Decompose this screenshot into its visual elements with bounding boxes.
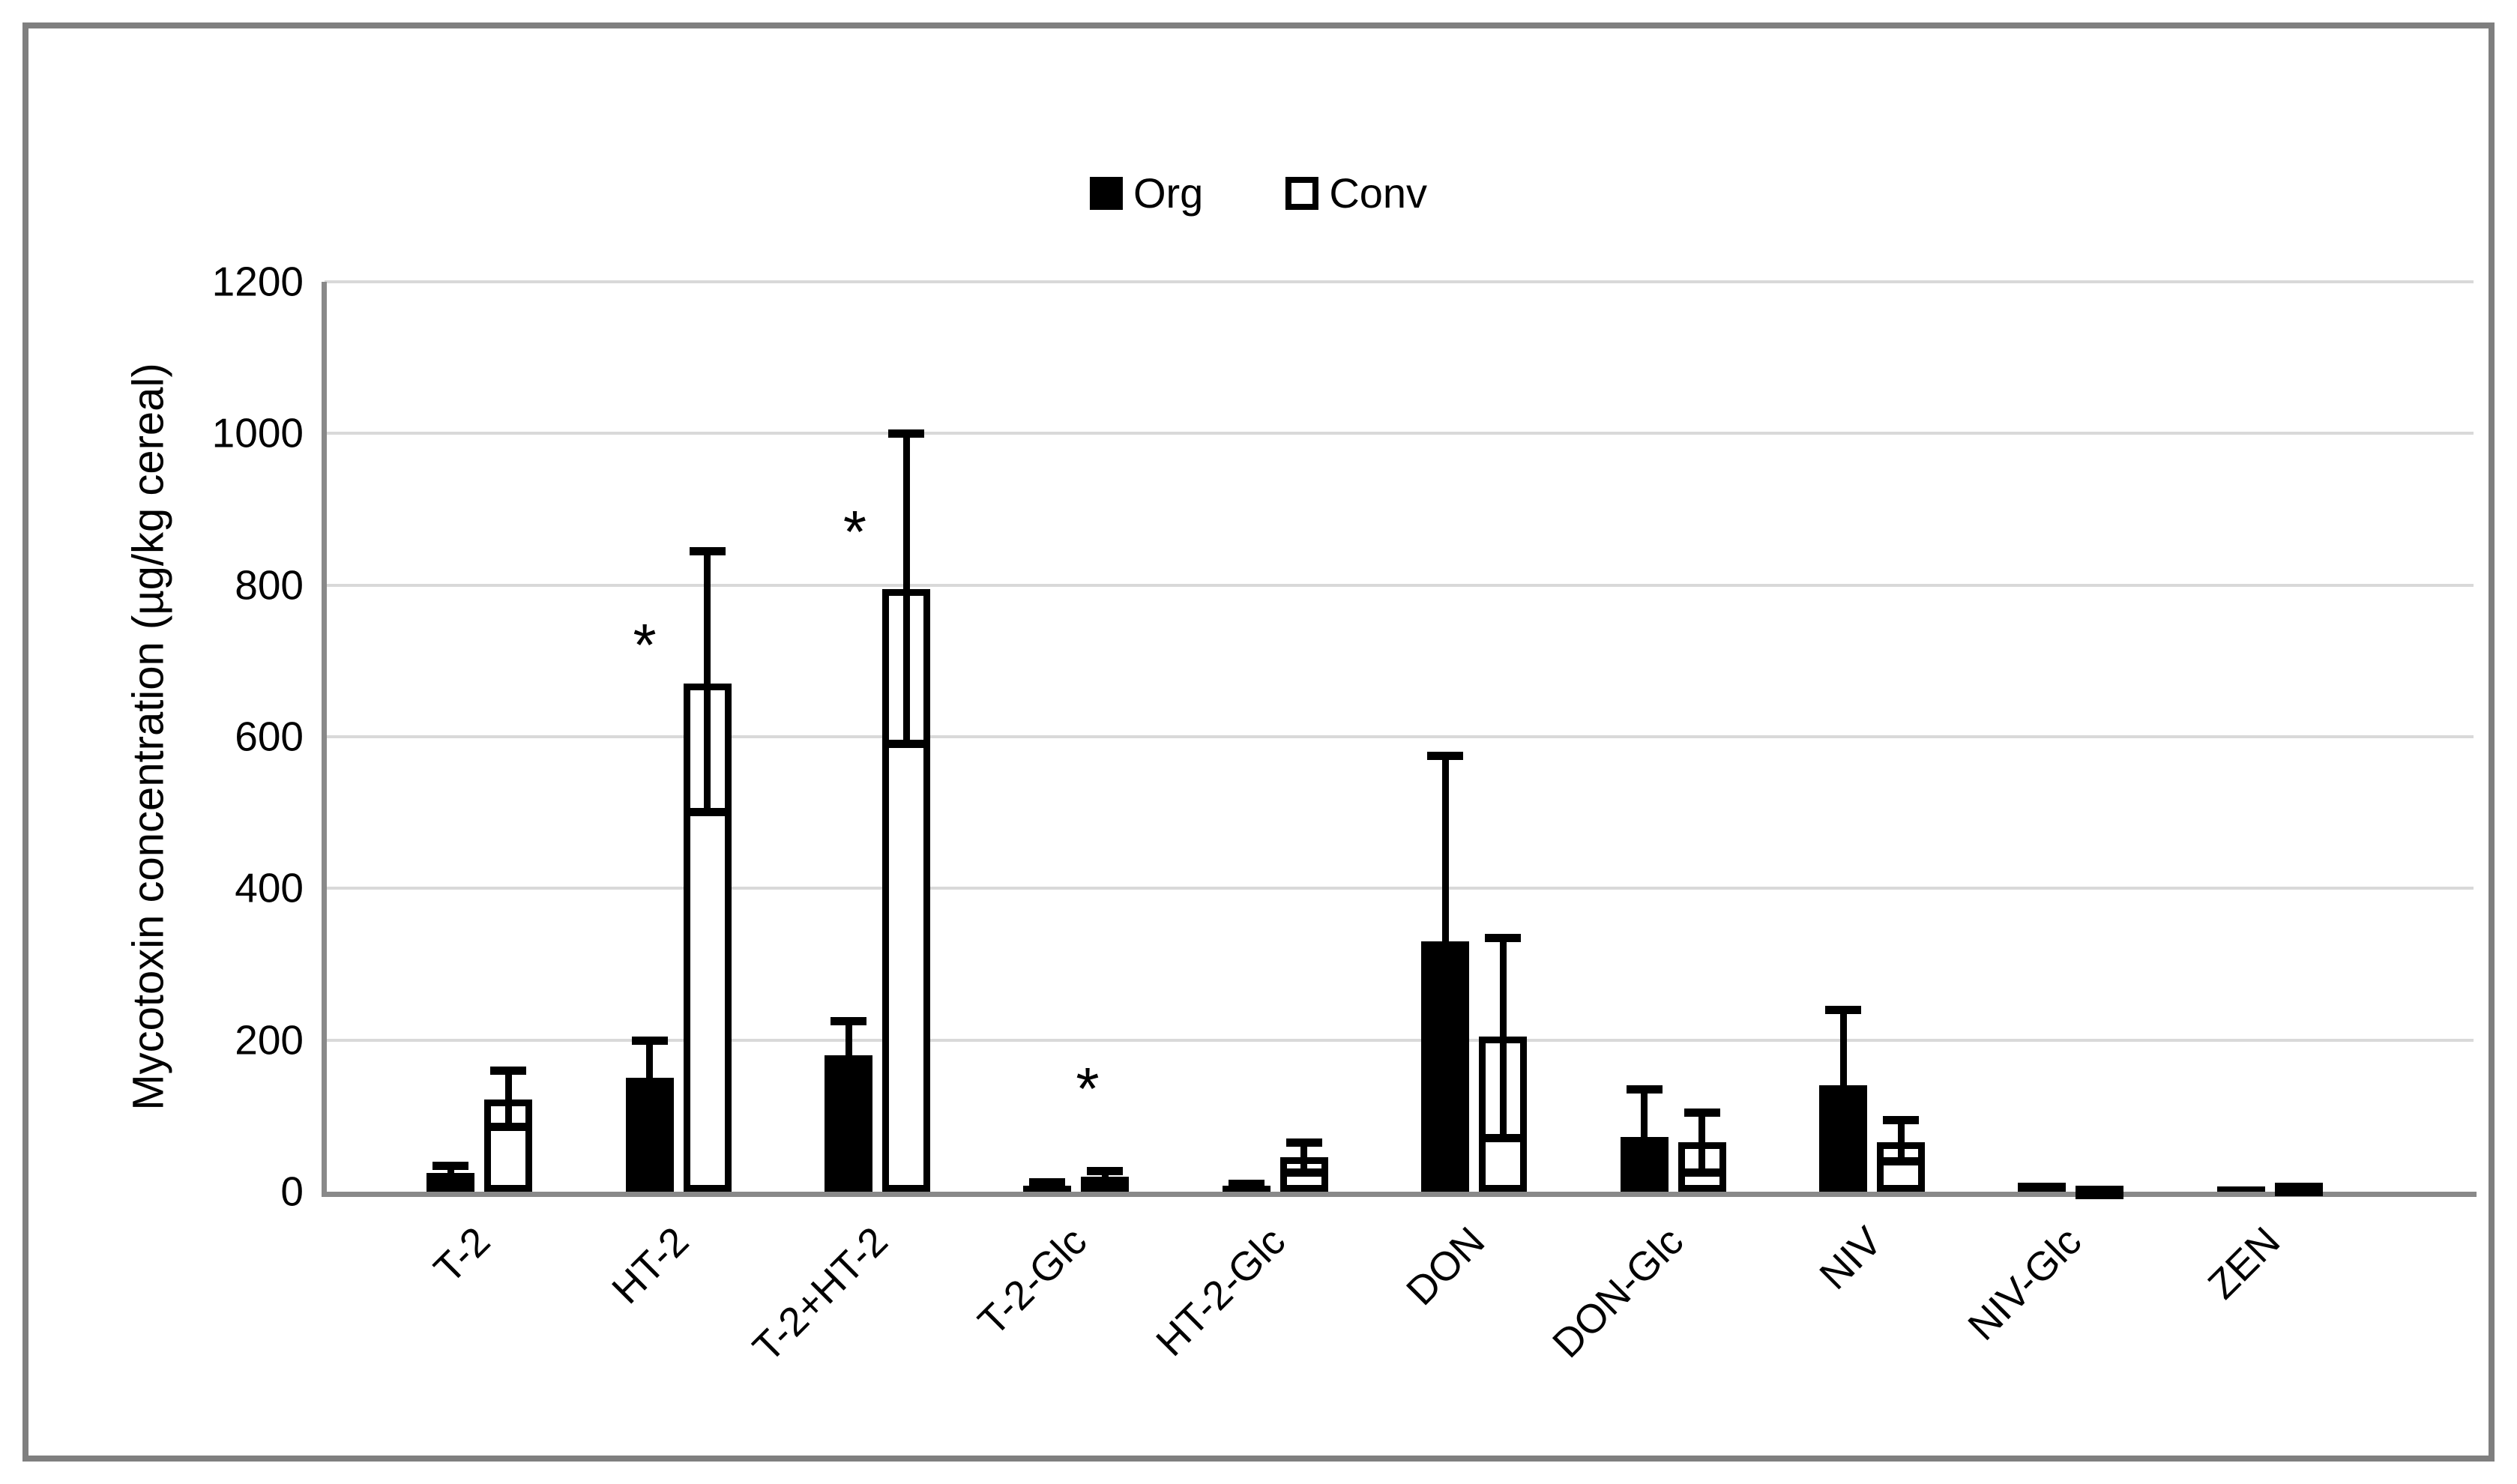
error-bar-conv-NIV xyxy=(1897,1119,1905,1162)
error-cap-bottom-conv-T-2-Glc xyxy=(1087,1177,1124,1186)
gridline-1200 xyxy=(325,280,2474,283)
error-cap-top-conv-T-2-Glc xyxy=(1087,1166,1124,1175)
bar-conv-NIV-Glc[interactable] xyxy=(2076,1185,2124,1199)
bar-conv-T-2[interactable] xyxy=(484,1099,533,1192)
y-tick-label-200: 200 xyxy=(235,1016,304,1064)
bar-org-HT-2[interactable] xyxy=(625,1078,674,1192)
error-cap-top-org-HT-2-Glc xyxy=(1228,1179,1264,1188)
plot-area: 0 200 400 600 800 1000 1200 T-2 HT-2 T-2+HT-2 T-2-… xyxy=(212,261,2477,1371)
error-cap-bottom-conv-T-2+HT-2 xyxy=(888,740,924,749)
y-tick-label-1000: 1000 xyxy=(211,409,304,456)
error-bar-conv-DON-Glc xyxy=(1698,1112,1706,1173)
bar-org-ZEN[interactable] xyxy=(2216,1186,2265,1192)
legend-swatch-filled-square-icon xyxy=(1089,177,1123,210)
bar-conv-HT-2[interactable] xyxy=(683,684,732,1192)
error-cap-top-org-T-2-Glc xyxy=(1029,1177,1066,1186)
x-category-label-ZEN: ZEN xyxy=(2199,1218,2289,1308)
error-bar-conv-T-2-Glc xyxy=(1101,1170,1109,1183)
error-cap-bottom-conv-HT-2 xyxy=(689,808,726,817)
error-cap-top-conv-NIV xyxy=(1883,1115,1919,1124)
gridline-400 xyxy=(325,887,2474,890)
error-bar-org-DON xyxy=(1441,755,1449,942)
x-category-label-T-2-Glc: T-2-Glc xyxy=(969,1218,1096,1345)
significance-asterisk-T-2+HT-2: * xyxy=(842,498,867,565)
y-tick-label-800: 800 xyxy=(235,561,304,609)
bar-org-T-2+HT-2[interactable] xyxy=(825,1055,872,1192)
bar-org-HT-2-Glc[interactable] xyxy=(1222,1185,1270,1192)
legend-swatch-outline-square-icon xyxy=(1285,177,1319,210)
bar-conv-ZEN[interactable] xyxy=(2274,1182,2323,1196)
legend-label: Org xyxy=(1133,169,1204,217)
bar-org-DON-Glc[interactable] xyxy=(1620,1137,1669,1192)
error-cap-bottom-conv-DON xyxy=(1485,1134,1522,1143)
gridline-600 xyxy=(325,735,2474,738)
y-tick-label-1200: 1200 xyxy=(211,258,304,305)
error-bar-conv-HT-2 xyxy=(704,551,711,813)
error-cap-top-org-DON xyxy=(1427,752,1464,761)
x-category-label-DON-Glc: DON-Glc xyxy=(1544,1218,1692,1367)
error-cap-top-org-T-2 xyxy=(432,1161,469,1170)
error-bar-conv-HT-2-Glc xyxy=(1300,1142,1308,1173)
error-cap-top-conv-DON xyxy=(1485,934,1522,943)
error-bar-conv-T-2+HT-2 xyxy=(902,433,910,745)
legend-label: Conv xyxy=(1329,169,1428,217)
error-bar-conv-DON xyxy=(1499,938,1507,1139)
x-category-label-NIV: NIV xyxy=(1811,1218,1891,1298)
error-cap-top-conv-T-2+HT-2 xyxy=(888,429,924,438)
error-cap-bottom-conv-T-2 xyxy=(490,1123,527,1131)
gridline-1000 xyxy=(325,432,2474,435)
x-category-label-HT-2: HT-2 xyxy=(603,1218,698,1313)
x-category-label-HT-2-Glc: HT-2-Glc xyxy=(1148,1218,1294,1366)
bar-org-DON[interactable] xyxy=(1421,941,1470,1192)
x-category-label-T-2+HT-2: T-2+HT-2 xyxy=(744,1218,896,1371)
error-cap-bottom-conv-NIV xyxy=(1883,1156,1919,1165)
x-category-label-NIV-Glc: NIV-Glc xyxy=(1959,1218,2091,1349)
y-tick-label-600: 600 xyxy=(235,713,304,760)
legend: Org Conv xyxy=(1089,169,1427,217)
error-bar-org-NIV xyxy=(1839,1010,1847,1086)
x-axis-baseline xyxy=(322,1192,2477,1197)
x-category-label-DON: DON xyxy=(1397,1218,1494,1315)
chart-frame: Org Conv Mycotoxin concentration (µg/kg c… xyxy=(22,22,2495,1462)
y-axis-line xyxy=(322,282,327,1195)
error-cap-bottom-conv-DON-Glc xyxy=(1683,1168,1720,1177)
y-tick-label-400: 400 xyxy=(235,864,304,911)
error-cap-top-conv-HT-2-Glc xyxy=(1285,1138,1322,1147)
legend-item-conv[interactable]: Conv xyxy=(1285,172,1427,214)
error-cap-top-org-HT-2 xyxy=(631,1036,668,1045)
error-bar-conv-T-2 xyxy=(504,1070,512,1127)
bar-org-NIV-Glc[interactable] xyxy=(2018,1182,2067,1192)
error-cap-top-org-NIV xyxy=(1825,1006,1861,1015)
error-cap-top-org-T-2+HT-2 xyxy=(831,1017,866,1026)
error-cap-bottom-conv-HT-2-Glc xyxy=(1285,1168,1322,1177)
error-cap-top-conv-HT-2 xyxy=(689,547,726,556)
bar-org-NIV[interactable] xyxy=(1819,1085,1867,1192)
error-bar-org-T-2+HT-2 xyxy=(845,1021,852,1055)
error-cap-top-org-DON-Glc xyxy=(1626,1085,1663,1094)
bar-org-T-2-Glc[interactable] xyxy=(1023,1185,1072,1192)
significance-asterisk-T-2-Glc: * xyxy=(1076,1055,1100,1123)
x-category-label-T-2: T-2 xyxy=(425,1218,499,1292)
error-bar-org-HT-2 xyxy=(646,1040,654,1079)
y-tick-label-0: 0 xyxy=(280,1168,304,1215)
error-cap-top-conv-DON-Glc xyxy=(1683,1108,1720,1117)
gridline-200 xyxy=(325,1038,2474,1042)
bar-org-T-2[interactable] xyxy=(426,1172,475,1192)
error-cap-top-conv-T-2 xyxy=(490,1067,527,1076)
legend-item-org[interactable]: Org xyxy=(1089,169,1204,217)
gridline-800 xyxy=(325,583,2474,587)
error-bar-org-DON-Glc xyxy=(1641,1089,1648,1138)
y-axis-title: Mycotoxin concentration (µg/kg cereal) xyxy=(124,363,173,1111)
significance-asterisk-HT-2: * xyxy=(633,612,657,679)
